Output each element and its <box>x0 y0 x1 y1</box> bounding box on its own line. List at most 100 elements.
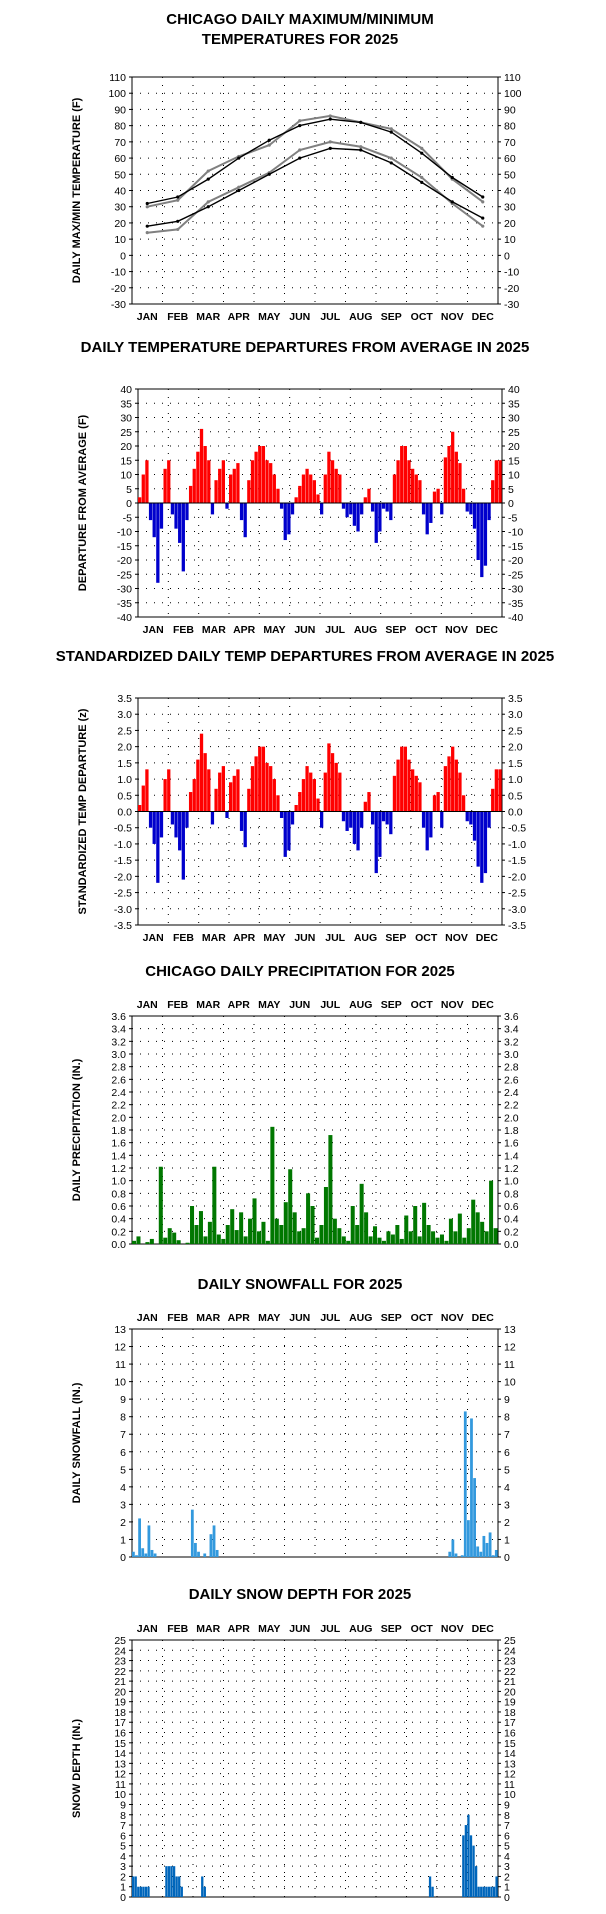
bar <box>194 1542 197 1557</box>
bar <box>236 463 240 503</box>
y-tick-label-left: 90 <box>114 104 126 116</box>
y-tick-label-right: 0.4 <box>504 1214 519 1226</box>
bar <box>364 1212 369 1244</box>
bar <box>239 811 244 831</box>
bar <box>232 468 236 503</box>
bar <box>475 1212 480 1244</box>
bar <box>287 811 291 851</box>
month-label: SEP <box>381 311 402 323</box>
bar <box>470 1418 473 1557</box>
data-point <box>328 117 332 121</box>
y-tick-label-left: 3.2 <box>111 1036 126 1048</box>
bar <box>207 460 211 503</box>
y-tick-label-left: 19 <box>114 1697 126 1709</box>
month-label: NOV <box>445 624 468 636</box>
y-tick-label-left: 2.4 <box>111 1087 126 1099</box>
bar <box>141 785 145 812</box>
bar <box>327 743 331 812</box>
bar <box>334 468 338 503</box>
bar <box>167 769 171 812</box>
y-tick-label-right: 2 <box>504 1871 510 1883</box>
bar <box>483 811 488 874</box>
bar <box>489 1180 494 1244</box>
bar <box>360 503 364 515</box>
y-tick-label-right: 12 <box>504 1769 516 1781</box>
bar <box>138 497 142 503</box>
bar <box>461 488 466 503</box>
bar <box>167 460 171 503</box>
bar <box>464 1825 468 1897</box>
bar <box>466 1228 471 1244</box>
month-label: AUG <box>349 999 372 1011</box>
month-label: NOV <box>441 999 464 1011</box>
bar <box>444 1240 449 1244</box>
y-tick-label-right: 20 <box>508 441 520 453</box>
bar <box>485 1886 488 1897</box>
y-tick-label-left: 20 <box>114 1686 126 1698</box>
bar <box>443 457 448 503</box>
y-tick-label-left: 3 <box>120 1861 126 1873</box>
bar <box>229 474 233 503</box>
bar <box>247 480 251 503</box>
bar <box>239 1212 244 1244</box>
data-point <box>267 143 271 147</box>
y-tick-label-left: 2.0 <box>117 742 132 754</box>
y-tick-label-left: 30 <box>114 202 126 214</box>
series-line <box>147 114 484 208</box>
y-tick-label-right: 3 <box>504 1499 510 1511</box>
bar <box>135 1555 138 1557</box>
y-tick-label-right: 8 <box>504 1412 510 1424</box>
bar <box>480 1886 483 1897</box>
bar <box>188 792 193 812</box>
data-point <box>389 156 393 160</box>
bar <box>243 811 247 848</box>
month-label: JAN <box>143 932 164 944</box>
month-label: OCT <box>411 311 434 323</box>
month-label: SEP <box>385 624 406 636</box>
bar <box>254 756 258 812</box>
bar <box>297 1231 302 1244</box>
y-tick-label-right: -15 <box>508 541 523 553</box>
bar <box>152 503 156 538</box>
y-tick-label-left: 0 <box>120 1552 126 1564</box>
month-label: AUG <box>354 932 377 944</box>
data-point <box>237 188 241 193</box>
bar <box>192 468 196 503</box>
y-tick-label-right: 40 <box>508 384 520 396</box>
month-label: APR <box>228 311 251 323</box>
data-point <box>359 148 363 152</box>
y-tick-label-right: 20 <box>504 1686 516 1698</box>
y-tick-label-left: -1.5 <box>114 855 132 867</box>
bar <box>399 1238 404 1244</box>
bar <box>492 1886 496 1897</box>
y-tick-label-left: 23 <box>114 1656 126 1668</box>
bar <box>453 1231 458 1244</box>
bar <box>338 772 342 812</box>
y-tick-label-right: 1.2 <box>504 1163 519 1175</box>
month-label: SEP <box>381 1312 402 1324</box>
y-tick-label-left: 1 <box>120 1534 126 1546</box>
bar <box>261 446 266 503</box>
y-tick-label-left: 3.4 <box>111 1024 126 1036</box>
bar <box>476 811 480 867</box>
bar <box>239 503 244 521</box>
bar <box>301 1228 306 1244</box>
y-tick-label-left: 0.5 <box>117 790 132 802</box>
y-axis-label: DEPARTURE FROM AVERAGE (F) <box>77 414 89 591</box>
chart-departures: DAILY TEMPERATURE DEPARTURES FROM AVERAG… <box>77 339 529 636</box>
bar <box>218 772 222 812</box>
bar <box>346 1240 351 1244</box>
bar <box>462 1237 467 1244</box>
y-tick-label-right: 24 <box>504 1645 516 1657</box>
bar <box>218 468 222 503</box>
bar <box>390 1234 395 1244</box>
bar <box>472 503 477 529</box>
bar <box>196 759 200 812</box>
bar <box>261 746 266 812</box>
bar <box>145 1242 150 1244</box>
bar <box>407 460 411 503</box>
y-tick-label-left: 40 <box>120 384 132 396</box>
y-tick-label-right: 80 <box>504 121 516 133</box>
